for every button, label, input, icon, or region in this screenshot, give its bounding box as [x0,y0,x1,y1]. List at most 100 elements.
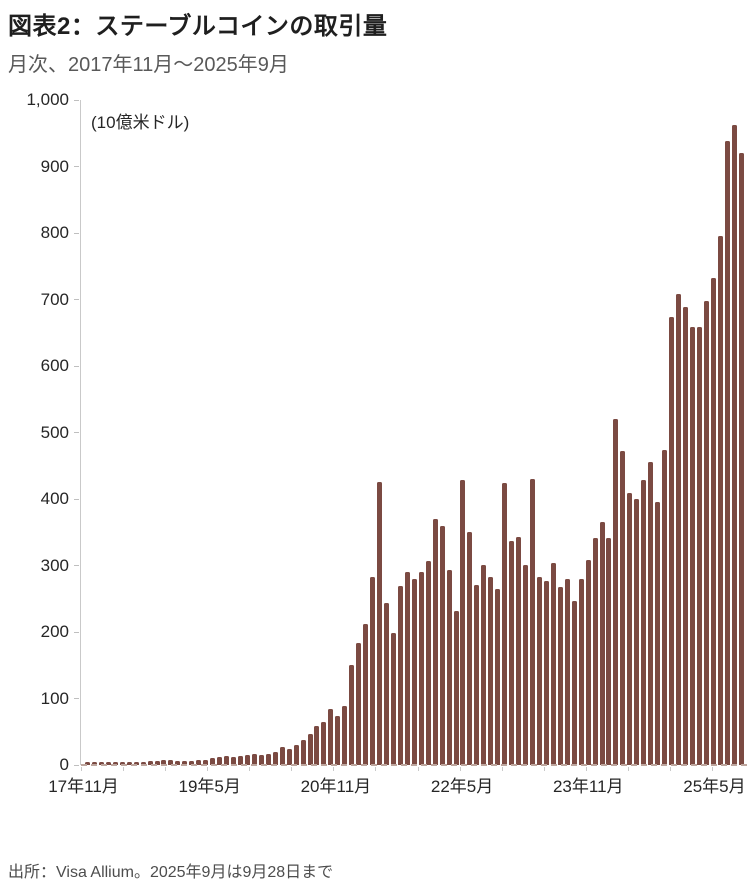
bar-2018-02 [105,762,111,765]
bar-2025-01 [682,307,688,765]
y-axis-unit-label: (10億米ドル) [91,113,190,132]
bar-2017-12 [91,761,97,765]
bar-2021-12 [425,560,431,765]
y-axis-label: 300 [40,555,69,575]
y-axis-tick [74,232,79,234]
bar-2018-09 [154,761,160,765]
bar-2025-05 [710,277,716,765]
bar-2025-03 [696,327,702,765]
bar-2019-01 [182,761,188,765]
bar-2020-09 [321,721,327,765]
bar-2018-01 [98,761,104,765]
bar-2022-03 [446,569,452,765]
bar-2025-02 [689,327,695,765]
bar-2018-05 [126,761,132,765]
bar-2025-06 [717,236,723,765]
bar-2024-09 [655,501,661,765]
x-axis-tick [627,767,629,771]
x-axis-tick [123,767,125,771]
y-axis-tick [74,498,79,500]
y-axis-tick [74,764,79,766]
bar-2024-06 [634,499,640,765]
bar-2022-12 [509,540,515,765]
bar-2020-12 [342,706,348,765]
y-axis-label: 800 [40,223,69,242]
bar-2025-09 [738,152,744,765]
bar-2021-05 [377,482,383,765]
bar-2023-01 [516,536,522,765]
bar-2017-11 [85,762,90,765]
bar-2021-01 [349,664,355,765]
bar-2020-06 [300,739,306,765]
x-axis-label-23年11月: 23年11月 [552,777,624,796]
y-axis-tick [74,565,79,566]
y-axis-label: 100 [40,688,69,708]
bar-2022-11 [502,483,508,765]
bar-2022-01 [432,518,438,765]
y-axis-tick [74,631,79,633]
bar-2021-04 [370,577,376,765]
x-axis-labels: 17年11月 19年5月 20年11月 22年5月 23年11月 25年5月 [48,772,746,796]
x-axis-label-19年5月: 19年5月 [178,777,241,796]
y-axis-label: 0 [59,755,69,774]
y-axis-tick [74,432,79,433]
y-axis-tick [74,698,79,699]
bar-2024-02 [606,538,612,765]
bar-2023-02 [523,564,529,765]
bar-2024-03 [613,418,619,765]
bar-2024-12 [676,294,682,765]
bar-2023-08 [564,578,570,765]
bar-2023-07 [557,587,563,765]
x-axis-tick [459,767,461,771]
bar-2020-07 [307,733,313,765]
bar-2020-11 [335,715,341,765]
bar-2023-03 [530,479,535,765]
bar-2023-12 [592,537,598,765]
bar-2024-11 [669,317,675,765]
bar-2024-04 [620,451,626,765]
bar-2023-09 [571,600,577,765]
bar-2021-02 [356,643,362,765]
bar-2024-08 [648,461,654,765]
bar-2018-07 [140,761,146,765]
bar-2022-09 [488,576,494,765]
bar-2021-07 [390,633,396,765]
x-axis-label-22年5月: 22年5月 [430,777,494,796]
x-axis-tick [543,767,545,771]
x-axis-label-17年11月: 17年11月 [48,777,119,796]
bar-2022-05 [460,479,466,765]
x-axis-tick [165,767,167,771]
bar-2019-08 [231,757,237,765]
chart-subtitle: 月次、2017年11月～2025年9月 [8,54,289,76]
bar-2020-01 [265,753,271,765]
bar-2023-04 [536,577,542,765]
bars [81,100,747,765]
x-axis-tick [333,767,335,771]
y-axis-label: 600 [40,356,69,375]
x-axis-tick [417,767,419,771]
bar-2022-04 [453,610,459,765]
x-axis-tick [291,767,293,771]
x-axis-tick [249,767,251,771]
bar-2021-10 [411,578,417,765]
bar-2020-10 [328,709,334,765]
x-axis-label-20年11月: 20年11月 [300,777,372,796]
source-note: 出所：Visa Allium。2025年9月は9月28日まで [8,864,334,881]
y-axis-label: 700 [40,289,69,309]
bar-2020-03 [279,747,285,765]
bar-2023-06 [550,562,556,765]
bar-2024-01 [599,522,605,765]
y-axis-tick [74,299,79,300]
bar-2019-06 [217,757,223,765]
bar-2018-11 [168,760,174,765]
x-axis-tick [81,767,82,771]
chart-title: 図表2：ステーブルコインの取引量 [8,13,388,40]
bar-2025-04 [703,300,709,765]
bar-2020-08 [314,726,320,765]
bar-2019-10 [244,755,250,765]
bar-2018-08 [147,761,153,765]
bar-2018-04 [119,762,125,765]
y-axis-label: 400 [40,489,69,508]
bar-2018-12 [175,761,181,765]
bar-2025-08 [731,125,737,765]
